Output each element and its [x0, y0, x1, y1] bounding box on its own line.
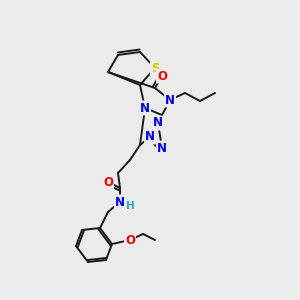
Text: N: N	[153, 116, 163, 130]
Text: O: O	[103, 176, 113, 188]
Text: O: O	[125, 233, 135, 247]
Text: N: N	[165, 94, 175, 106]
Text: N: N	[140, 101, 150, 115]
Text: O: O	[157, 70, 167, 83]
Text: N: N	[115, 196, 125, 208]
Text: N: N	[145, 130, 155, 143]
Text: N: N	[157, 142, 167, 154]
Text: H: H	[126, 201, 134, 211]
Text: S: S	[151, 61, 159, 74]
